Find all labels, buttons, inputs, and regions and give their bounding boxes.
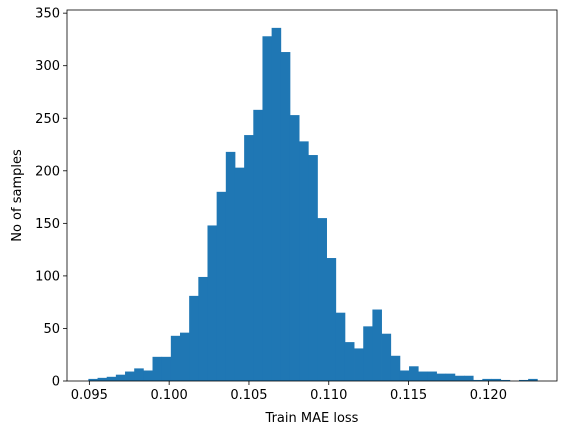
histogram-bar (161, 356, 172, 381)
histogram-bar (427, 371, 437, 381)
y-tick-label: 0 (52, 375, 60, 390)
histogram-bar (409, 366, 419, 381)
histogram-bar (143, 370, 153, 381)
histogram-bar (317, 218, 327, 381)
x-tick-label: 0.120 (470, 388, 507, 403)
y-tick-label: 200 (35, 164, 60, 179)
histogram-bar (225, 151, 236, 381)
histogram-bar (354, 348, 364, 381)
plot-frame (66, 9, 558, 382)
histogram-bar (106, 376, 117, 381)
x-tick-label: 0.115 (390, 388, 427, 403)
histogram-bar (216, 191, 227, 381)
histogram-bar (198, 276, 208, 381)
histogram-bar (500, 379, 511, 381)
x-tick-label: 0.105 (230, 388, 267, 403)
histogram-bar (335, 312, 346, 381)
histogram-bar (253, 109, 263, 381)
histogram-bar (289, 115, 300, 381)
histogram-bar (88, 378, 98, 381)
histogram-bar (363, 326, 373, 381)
histogram-bar (344, 342, 355, 381)
histogram-bar (372, 309, 382, 381)
histogram-bar (308, 155, 318, 381)
histogram-bar (445, 373, 456, 381)
histogram-bar (418, 371, 428, 381)
histogram-bar (280, 52, 291, 381)
histogram-bar (482, 378, 492, 381)
histogram-bar (152, 356, 163, 381)
histogram-bar (207, 225, 218, 381)
x-tick-label: 0.100 (151, 388, 188, 403)
y-tick-label: 300 (35, 59, 60, 74)
x-tick-label: 0.095 (71, 388, 108, 403)
histogram-bar (491, 378, 502, 381)
y-tick-label: 50 (43, 322, 60, 337)
y-tick-label: 350 (35, 7, 60, 22)
x-axis-label: Train MAE loss (265, 411, 359, 426)
histogram-bar (436, 373, 447, 381)
histogram-bars (88, 27, 538, 382)
histogram-bar (399, 370, 410, 381)
histogram-bar (234, 167, 245, 381)
y-axis-label: No of samples (10, 149, 25, 242)
histogram-bar (134, 368, 144, 381)
histogram-bar (528, 378, 538, 381)
histogram-bar (299, 141, 309, 381)
histogram-bar (97, 377, 108, 381)
histogram-bar (326, 258, 337, 381)
x-tick-label: 0.110 (310, 388, 347, 403)
histogram-bar (125, 371, 135, 381)
histogram-bar (271, 27, 282, 382)
histogram-bar (464, 375, 474, 381)
y-tick-label: 250 (35, 112, 60, 127)
histogram-bar (170, 335, 181, 381)
histogram-bar (518, 379, 529, 381)
y-tick-label: 150 (35, 217, 60, 232)
histogram-bar (454, 375, 465, 381)
histogram-bar (115, 374, 126, 381)
histogram-bar (473, 379, 483, 381)
histogram-bar (180, 332, 190, 381)
histogram-bar (244, 135, 254, 381)
histogram-bar (189, 295, 199, 381)
histogram-bar (390, 355, 401, 381)
histogram-bar (262, 36, 273, 382)
axes (66, 9, 558, 382)
histogram-bar (381, 333, 392, 381)
y-tick-label: 100 (35, 269, 60, 284)
ticks: 0.095 0.100 0.105 0.110 0.115 0.120 0 50 100 150 2… (35, 7, 507, 403)
